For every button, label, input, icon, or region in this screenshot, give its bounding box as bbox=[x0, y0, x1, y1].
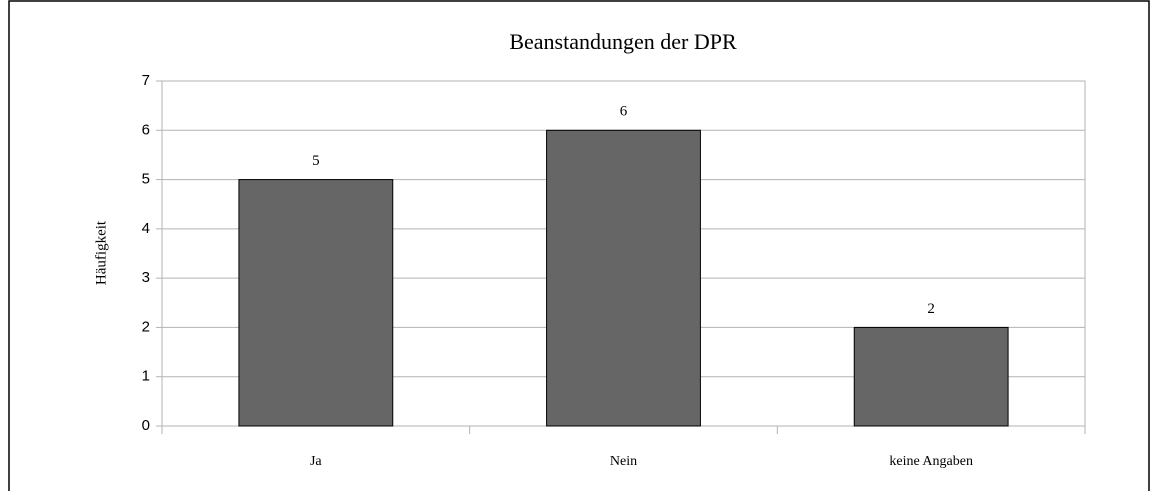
x-tick-label: Nein bbox=[610, 454, 637, 469]
y-tick-label: 6 bbox=[142, 121, 150, 138]
y-tick-label: 1 bbox=[142, 368, 150, 385]
x-tick-label: Ja bbox=[310, 454, 322, 469]
y-tick-label: 7 bbox=[142, 72, 150, 89]
bar bbox=[853, 326, 1009, 427]
y-axis-label: Häufigkeit bbox=[93, 220, 109, 285]
x-tick-label: keine Angaben bbox=[889, 454, 973, 469]
y-tick-label: 2 bbox=[142, 318, 150, 335]
bar bbox=[238, 179, 394, 427]
value-label: 2 bbox=[927, 301, 935, 317]
value-label: 5 bbox=[312, 153, 320, 169]
y-tick-label: 4 bbox=[142, 220, 150, 237]
y-tick-label: 5 bbox=[142, 171, 150, 188]
y-tick-label: 0 bbox=[142, 417, 150, 434]
value-label: 6 bbox=[620, 104, 628, 120]
bar bbox=[546, 129, 701, 427]
chart-title: Beanstandungen der DPR bbox=[509, 29, 737, 54]
y-tick-label: 3 bbox=[142, 269, 150, 286]
frame bbox=[8, 0, 1150, 491]
